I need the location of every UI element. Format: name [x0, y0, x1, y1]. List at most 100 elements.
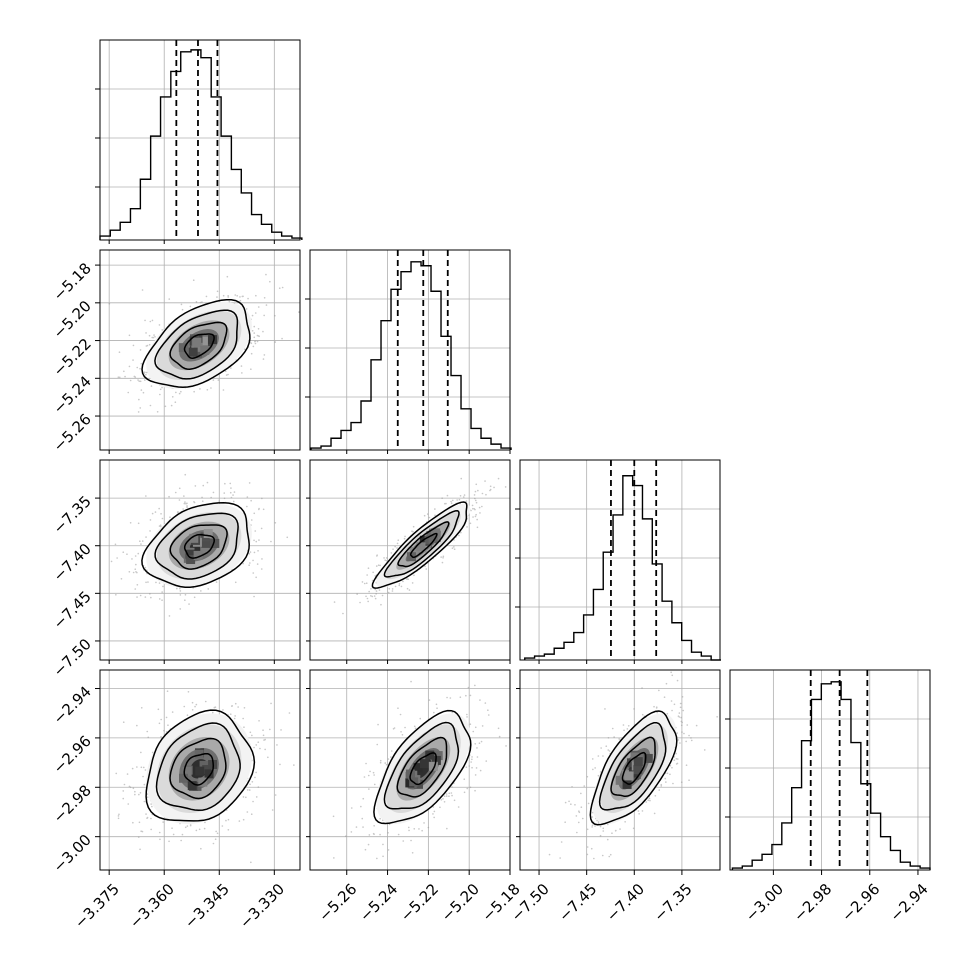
density-cell [416, 542, 426, 552]
density-cell [194, 749, 204, 759]
panel-frame [519, 459, 721, 661]
y-tick-label: −7.40 [50, 540, 95, 585]
contour-line [141, 502, 250, 588]
density-cell [185, 549, 195, 559]
density-cell [208, 335, 218, 345]
histogram-step [524, 475, 721, 661]
density-cell [200, 345, 210, 355]
density-cell [179, 773, 189, 783]
y-tick-label: −7.50 [50, 635, 95, 680]
x-tick-label: −7.45 [555, 880, 600, 925]
density-cell [428, 534, 438, 544]
panel-background [100, 40, 300, 240]
histogram-panel [725, 669, 931, 871]
contour-line [396, 736, 448, 798]
density-panel [309, 459, 511, 661]
panel-frame [729, 669, 931, 871]
density-cell [186, 555, 196, 565]
density-panel [519, 669, 721, 871]
contour-line [169, 321, 228, 370]
x-tick-label: −2.98 [790, 880, 835, 925]
density-cell [428, 761, 438, 771]
x-tick-label: −5.26 [315, 880, 360, 925]
density-cell [413, 763, 423, 773]
y-tick-label: −5.20 [50, 297, 95, 342]
y-tick-label: −7.45 [50, 587, 95, 632]
contour-line [145, 709, 256, 822]
panel-frame [99, 459, 301, 661]
x-tick-label: −3.330 [236, 880, 288, 932]
x-tick-label: −3.00 [742, 880, 787, 925]
density-cell [198, 336, 208, 346]
x-tick-label: −5.22 [397, 880, 442, 925]
density-cell [192, 337, 202, 347]
density-layer [110, 473, 289, 617]
contour-line [183, 533, 215, 559]
histogram-panel [305, 249, 512, 451]
contour-line [183, 752, 215, 786]
density-layer [332, 680, 507, 870]
panel-frame [309, 459, 511, 661]
density-layer [548, 671, 718, 860]
density-cell [622, 779, 632, 789]
density-cell [431, 528, 441, 538]
x-tick-label: −7.40 [603, 880, 648, 925]
density-cell [633, 757, 643, 767]
contour-line [589, 710, 678, 826]
density-cell [187, 781, 197, 791]
x-tick-label: −3.360 [126, 880, 178, 932]
contour-line [154, 512, 239, 580]
density-cell [201, 538, 211, 548]
contour-line [383, 721, 460, 810]
contour-line [183, 333, 215, 359]
density-cell [182, 766, 192, 776]
x-tick-label: −2.96 [838, 880, 883, 925]
contour-line [141, 298, 251, 388]
density-cell [615, 775, 625, 785]
density-cell [200, 544, 210, 554]
density-cell [433, 751, 443, 761]
histogram-step [99, 49, 303, 240]
y-tick-label: −2.94 [50, 683, 95, 728]
density-layer [108, 273, 300, 413]
panel-background [310, 250, 510, 450]
contour-line [409, 752, 437, 786]
contour-line [155, 722, 241, 812]
x-tick-label: −3.375 [71, 880, 123, 932]
x-tick-label: −5.20 [438, 880, 483, 925]
x-tick-label: −2.94 [886, 880, 931, 925]
y-tick-label: −2.98 [50, 781, 95, 826]
density-cell [203, 528, 213, 538]
density-cell [633, 765, 643, 775]
density-cell [193, 550, 203, 560]
contour-line [154, 309, 239, 380]
y-tick-label: −7.35 [50, 492, 95, 537]
density-cell [425, 750, 435, 760]
density-cell [189, 533, 199, 543]
x-tick-label: −5.24 [356, 880, 401, 925]
density-cell [624, 771, 634, 781]
y-tick-label: −5.24 [50, 372, 95, 417]
panel-frame [309, 669, 511, 871]
y-tick-label: −5.26 [50, 410, 95, 455]
panel-frame [99, 39, 301, 241]
contour-line [169, 524, 228, 570]
panel-background [520, 460, 720, 660]
density-panel [99, 249, 301, 451]
density-layer [115, 690, 295, 864]
contour-line [409, 532, 438, 559]
y-tick-label: −3.00 [50, 831, 95, 876]
histogram-panel [95, 39, 303, 241]
x-tick-label: −7.35 [650, 880, 695, 925]
histogram-step [731, 681, 931, 870]
density-panel [99, 459, 301, 661]
density-cell [204, 769, 214, 779]
histogram-panel [515, 459, 721, 661]
contour-line [169, 737, 227, 800]
density-cell [210, 538, 220, 548]
density-cell [195, 766, 205, 776]
histogram-step [310, 261, 512, 450]
contour-line [397, 521, 450, 568]
contour-line [383, 510, 460, 578]
